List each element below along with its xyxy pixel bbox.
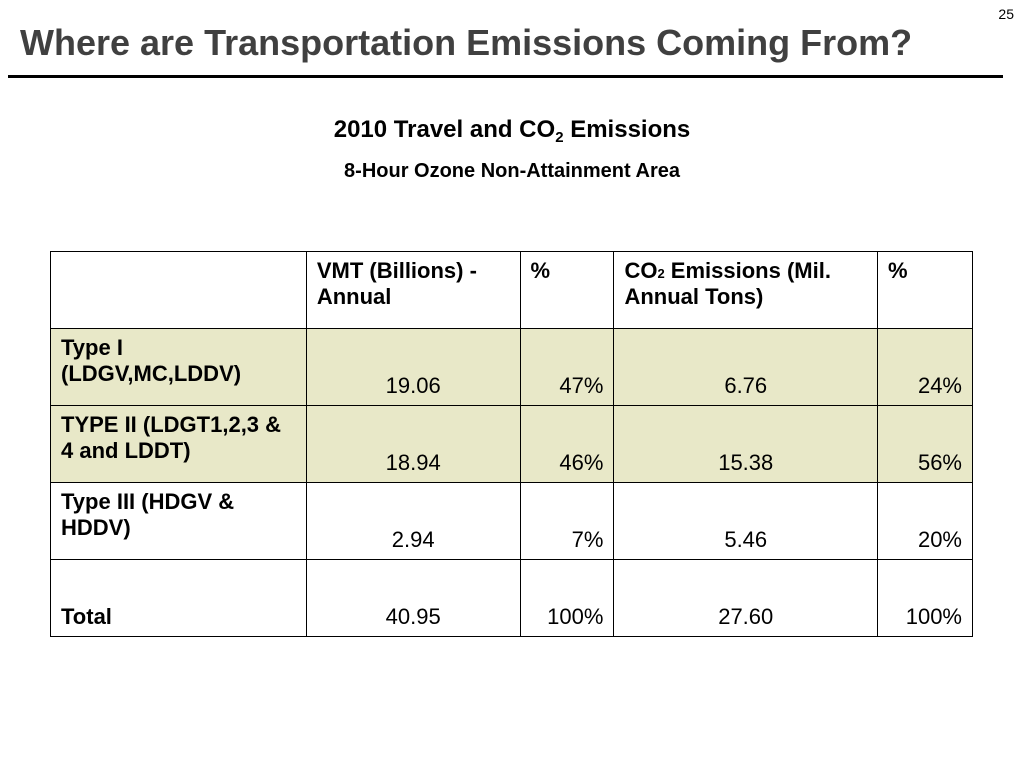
table-header-row: VMT (Billions) - Annual % CO2 Emissions … bbox=[50, 251, 973, 329]
emissions-table: VMT (Billions) - Annual % CO2 Emissions … bbox=[50, 251, 973, 637]
heading-subscript: 2 bbox=[555, 129, 564, 146]
table-row: Type III (HDGV & HDDV) 2.94 7% 5.46 20% bbox=[50, 482, 973, 560]
row-label: TYPE II (LDGT1,2,3 & 4 and LDDT) bbox=[50, 405, 307, 483]
header-blank bbox=[50, 251, 307, 329]
table-row: TYPE II (LDGT1,2,3 & 4 and LDDT) 18.94 4… bbox=[50, 405, 973, 483]
vmt-percent: 46% bbox=[519, 405, 615, 483]
co2-percent: 56% bbox=[877, 405, 973, 483]
vmt-percent: 47% bbox=[519, 328, 615, 406]
header-co2-subscript: 2 bbox=[657, 266, 665, 281]
vmt-value: 40.95 bbox=[305, 559, 521, 637]
title-divider bbox=[8, 75, 1003, 78]
vmt-percent: 7% bbox=[519, 482, 615, 560]
co2-percent: 20% bbox=[877, 482, 973, 560]
table-row-total: Total 40.95 100% 27.60 100% bbox=[50, 559, 973, 637]
heading-prefix: 2010 Travel and CO bbox=[333, 116, 556, 143]
header-co2-suffix: Emissions (Mil. Annual Tons) bbox=[624, 258, 831, 309]
co2-value: 5.46 bbox=[613, 482, 879, 560]
table-heading: 2010 Travel and CO2 Emissions bbox=[0, 116, 1024, 146]
table-subheading: 8-Hour Ozone Non-Attainment Area bbox=[344, 160, 680, 182]
header-co2-prefix: CO bbox=[624, 258, 658, 283]
table-row: Type I (LDGV,MC,LDDV) 19.06 47% 6.76 24% bbox=[50, 328, 973, 406]
header-vmt: VMT (Billions) - Annual bbox=[305, 251, 521, 329]
page-number: 25 bbox=[998, 6, 1014, 22]
co2-value: 15.38 bbox=[613, 405, 879, 483]
row-label: Type III (HDGV & HDDV) bbox=[50, 482, 307, 560]
header-vmt-percent: % bbox=[519, 251, 615, 329]
vmt-value: 2.94 bbox=[305, 482, 521, 560]
header-co2-percent: % bbox=[877, 251, 973, 329]
vmt-percent: 100% bbox=[519, 559, 615, 637]
co2-value: 6.76 bbox=[613, 328, 879, 406]
slide-title: Where are Transportation Emissions Comin… bbox=[20, 22, 913, 63]
header-co2-emissions: CO2 Emissions (Mil. Annual Tons) bbox=[613, 251, 879, 329]
row-label: Total bbox=[50, 559, 307, 637]
co2-value: 27.60 bbox=[613, 559, 879, 637]
vmt-value: 18.94 bbox=[305, 405, 521, 483]
heading-suffix: Emissions bbox=[563, 116, 691, 143]
vmt-value: 19.06 bbox=[305, 328, 521, 406]
co2-percent: 24% bbox=[877, 328, 973, 406]
row-label: Type I (LDGV,MC,LDDV) bbox=[50, 328, 307, 406]
co2-percent: 100% bbox=[877, 559, 973, 637]
